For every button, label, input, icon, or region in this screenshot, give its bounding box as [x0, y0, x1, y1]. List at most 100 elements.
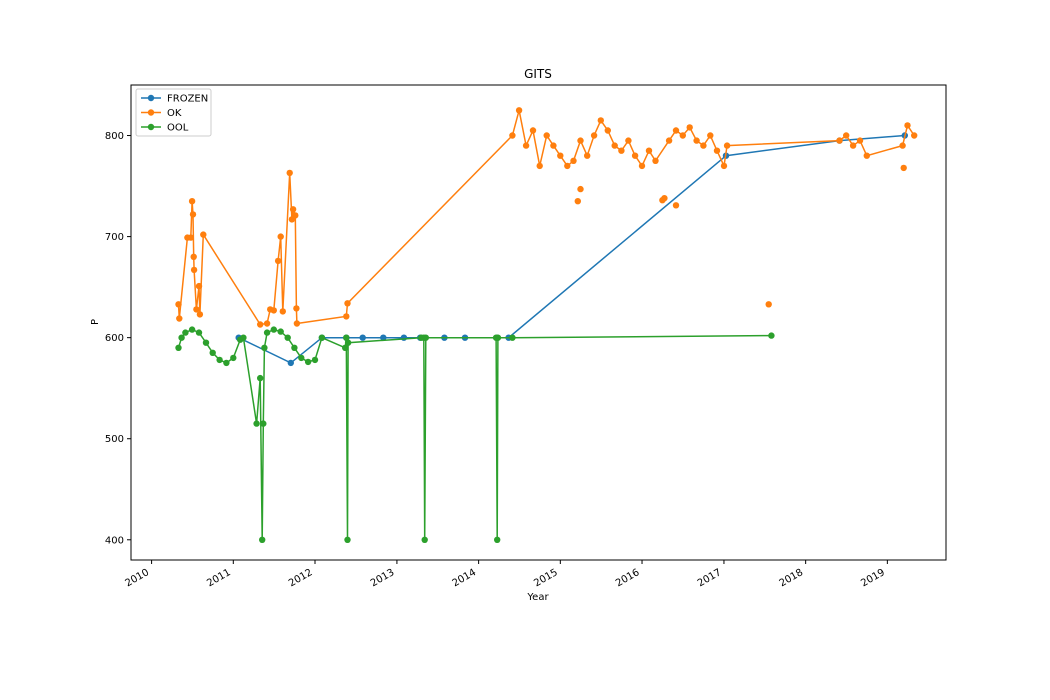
data-point-ool — [195, 329, 203, 336]
data-point-ool — [230, 354, 237, 362]
data-point-ok — [187, 234, 194, 241]
data-point-ok — [293, 305, 300, 312]
data-point-ok — [720, 162, 728, 170]
data-point-ok — [522, 142, 530, 149]
data-point-ok — [257, 321, 264, 328]
data-point-ok — [188, 198, 196, 205]
data-point-ool — [209, 349, 216, 356]
data-point-ool — [270, 326, 277, 333]
data-point-ool — [216, 356, 223, 364]
data-point-ok — [279, 308, 286, 315]
data-point-ool — [421, 536, 428, 543]
data-point-ool — [202, 339, 210, 346]
data-point-ok — [604, 127, 611, 134]
data-point-ool — [768, 332, 775, 339]
data-point-ok — [564, 162, 571, 170]
data-point-ok — [200, 231, 207, 238]
data-point-ok — [577, 137, 584, 144]
data-point-ok — [536, 162, 543, 170]
y-tick-label: 700 — [105, 232, 124, 243]
data-point-ok — [900, 164, 907, 172]
data-point-ok — [904, 122, 911, 129]
data-point-ok — [611, 142, 618, 149]
data-point-ok — [723, 142, 731, 149]
data-point-ok — [557, 152, 564, 159]
data-point-ok — [550, 142, 557, 149]
legend-label: FROZEN — [167, 94, 208, 105]
series-layer — [175, 107, 918, 543]
data-point-ok — [645, 147, 653, 154]
data-point-ok — [263, 320, 271, 327]
data-point-ok — [543, 132, 550, 139]
data-point-ool — [509, 334, 516, 341]
data-point-ool — [291, 344, 298, 351]
data-point-ok — [584, 152, 591, 159]
data-point-ool — [494, 536, 501, 543]
data-point-ool — [311, 356, 319, 364]
data-point-ool — [304, 358, 312, 366]
legend-item-frozen: FROZEN — [141, 94, 208, 105]
data-point-ok — [836, 137, 843, 144]
data-point-ool — [261, 344, 268, 351]
x-axis-label: Year — [526, 592, 549, 603]
data-point-ok — [899, 142, 906, 149]
data-point-ok — [590, 132, 598, 139]
data-point-frozen — [359, 334, 366, 341]
y-axis-label: P — [90, 319, 101, 325]
data-point-ok — [665, 137, 673, 144]
data-point-ool — [284, 334, 291, 341]
data-point-ok — [577, 185, 584, 193]
data-point-ool — [342, 344, 349, 351]
chart-title: GITS — [524, 67, 552, 81]
data-point-ok — [625, 137, 632, 144]
legend: FROZEN OK OOL — [135, 88, 212, 137]
legend-label: OK — [167, 108, 182, 119]
data-point-ok — [193, 306, 200, 313]
data-point-ok — [286, 169, 293, 177]
data-point-ool — [182, 329, 189, 336]
data-point-ool — [223, 359, 230, 367]
data-point-ool — [277, 328, 284, 335]
data-point-ok — [529, 127, 537, 134]
data-point-ok — [196, 311, 204, 318]
y-axis: 400 500 600 700 800 — [105, 131, 131, 546]
y-tick-label: 400 — [105, 535, 124, 546]
data-point-ok — [292, 212, 299, 219]
data-point-ok — [509, 132, 516, 139]
legend-item-ok: OK — [141, 108, 182, 119]
data-point-ok — [190, 253, 197, 260]
data-point-ool — [240, 334, 247, 341]
data-point-ok — [652, 157, 659, 164]
data-point-ok — [693, 137, 700, 144]
data-point-ok — [713, 147, 721, 154]
plot-frame — [130, 84, 947, 561]
data-point-ok — [175, 301, 182, 308]
data-point-ok — [679, 132, 686, 139]
data-point-ok — [707, 132, 714, 139]
data-point-ok — [686, 124, 693, 131]
data-point-ok — [765, 301, 772, 308]
data-point-ok — [597, 117, 604, 124]
legend-swatch-marker — [147, 123, 155, 131]
data-point-ok — [293, 320, 301, 327]
data-point-ok — [343, 313, 350, 320]
data-point-ok — [911, 132, 918, 139]
data-point-ok — [618, 147, 625, 154]
data-point-ool — [344, 536, 351, 543]
data-point-ok — [270, 307, 277, 314]
data-point-ok — [631, 152, 639, 159]
data-point-ok — [289, 206, 297, 213]
data-point-frozen — [400, 334, 408, 341]
data-point-ool — [422, 334, 429, 341]
data-point-ok — [277, 233, 284, 240]
data-point-ool — [494, 334, 502, 341]
data-point-frozen — [287, 359, 294, 367]
data-point-ok — [700, 142, 707, 149]
data-point-ool — [318, 334, 326, 341]
legend-box — [135, 88, 212, 137]
data-point-frozen — [380, 334, 387, 341]
data-point-ok — [274, 257, 282, 265]
data-point-ok — [570, 157, 577, 164]
y-tick-label: 500 — [105, 434, 124, 445]
data-point-ok — [856, 137, 864, 144]
